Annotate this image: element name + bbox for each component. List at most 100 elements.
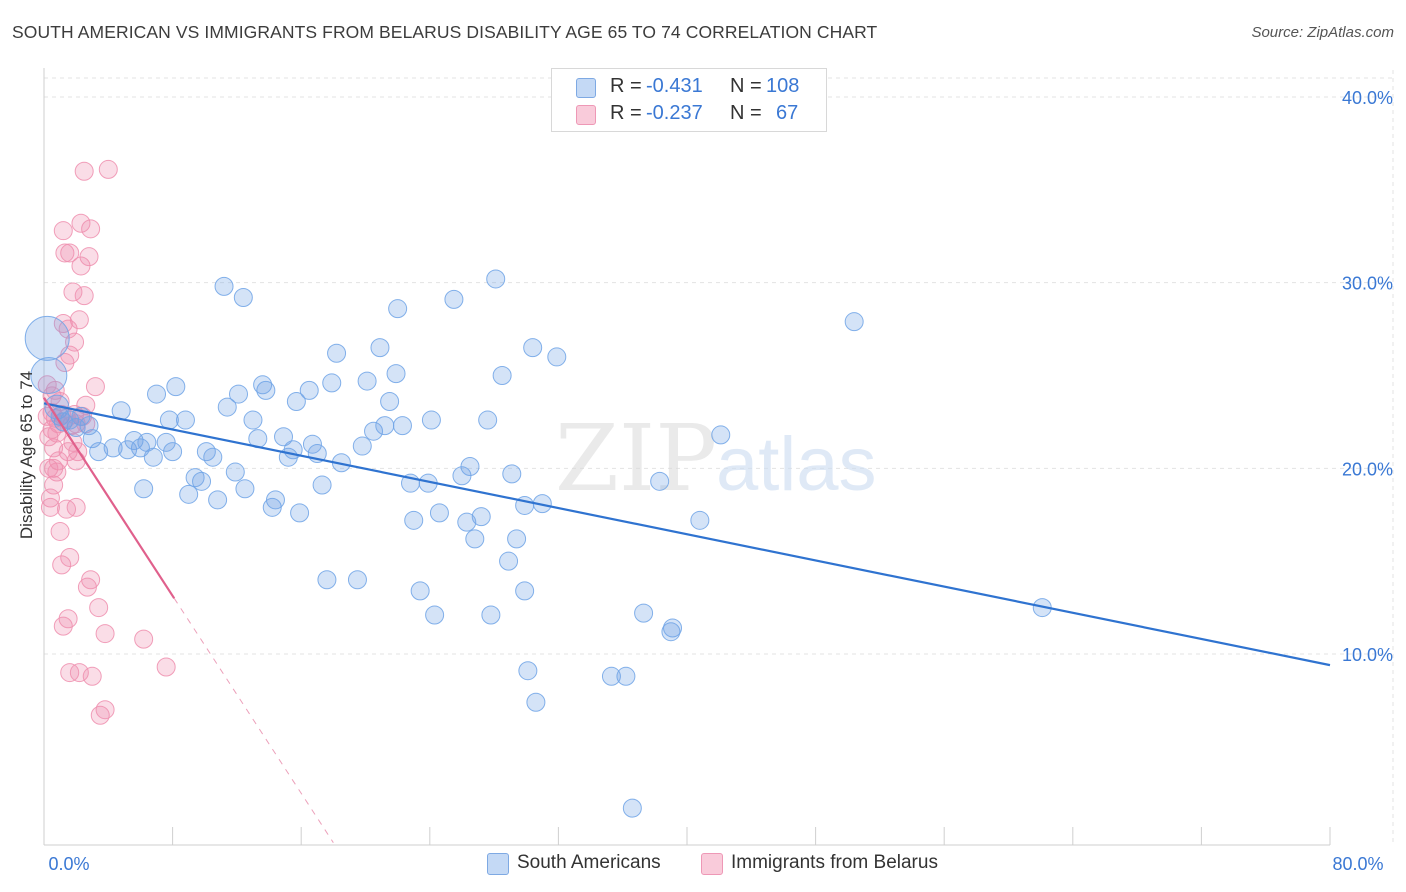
data-point-south-americans (404, 510, 424, 530)
axes (43, 68, 1331, 846)
data-point-south-americans (421, 410, 441, 430)
data-point-belarus (71, 213, 91, 233)
data-point-south-americans (214, 276, 234, 296)
trendline-belarus-extension (173, 598, 334, 843)
data-point-belarus (69, 310, 89, 330)
data-point-south-americans (375, 416, 395, 436)
legend-n-value: 108 (766, 75, 800, 97)
data-point-south-americans (481, 605, 501, 625)
data-point-south-americans (243, 410, 263, 430)
data-point-belarus (98, 159, 118, 179)
data-point-south-americans (327, 343, 347, 363)
bottom-legend-south-americans: South Americans (487, 851, 677, 877)
data-point-south-americans (317, 570, 337, 590)
data-point-south-americans (650, 471, 670, 491)
y-tick-label: 10.0% (1342, 645, 1393, 665)
data-point-belarus (55, 243, 75, 263)
data-point-south-americans (507, 529, 527, 549)
data-point-south-americans (478, 410, 498, 430)
data-point-south-americans (89, 442, 109, 462)
y-tick-label: 20.0% (1342, 459, 1393, 479)
data-point-south-americans (156, 432, 176, 452)
data-point-south-americans (24, 315, 70, 361)
data-point-south-americans (229, 384, 249, 404)
trend-lines (43, 397, 1331, 843)
data-point-belarus (81, 570, 101, 590)
data-point-south-americans (499, 551, 519, 571)
legend-n-value: 67 (776, 102, 799, 124)
data-point-belarus (134, 629, 154, 649)
data-point-south-americans (601, 666, 621, 686)
trendline-belarus (43, 397, 176, 599)
data-point-south-americans (299, 380, 319, 400)
data-point-belarus (60, 547, 80, 567)
data-point-belarus (95, 700, 115, 720)
data-point-south-americans (225, 462, 245, 482)
legend-n-label: N = (730, 75, 762, 97)
data-point-belarus (52, 555, 72, 575)
data-point-south-americans (274, 427, 294, 447)
data-point-south-americans (386, 364, 406, 384)
correlation-legend: R = -0.431 N = 108 R = -0.237 N = 67 (551, 68, 827, 132)
data-point-belarus (63, 282, 83, 302)
data-point-south-americans (302, 434, 322, 454)
data-point-belarus (85, 377, 105, 397)
data-point-south-americans (163, 442, 183, 462)
legend-r-value: -0.237 (646, 102, 703, 124)
data-point-south-americans (147, 384, 167, 404)
y-tick-label: 40.0% (1342, 88, 1393, 108)
data-point-belarus (58, 609, 78, 629)
data-point-south-americans (492, 366, 512, 385)
data-point-south-americans (663, 618, 683, 638)
data-point-south-americans (460, 456, 480, 476)
bottom-legend-swatch-pink (701, 853, 723, 875)
data-point-south-americans (253, 375, 273, 395)
data-point-south-americans (235, 479, 255, 499)
data-point-belarus (40, 497, 60, 517)
data-point-south-americans (357, 371, 377, 391)
data-point-south-americans (690, 510, 710, 530)
data-point-belarus (81, 219, 101, 239)
data-point-south-americans (159, 410, 179, 430)
data-point-south-americans (179, 484, 199, 504)
data-point-south-americans (364, 421, 384, 441)
data-point-belarus (95, 624, 115, 644)
data-point-south-americans (233, 288, 253, 308)
data-point-belarus (79, 247, 99, 267)
data-point-south-americans (622, 798, 642, 818)
data-point-south-americans (547, 347, 567, 367)
data-point-belarus (74, 161, 94, 181)
series-south-americans-points (24, 269, 1052, 818)
bottom-legend-label: South Americans (517, 852, 661, 873)
data-point-belarus (50, 521, 70, 541)
watermark-zip: ZIP (555, 405, 717, 512)
data-point-south-americans (347, 570, 367, 590)
watermark-atlas: atlas (716, 422, 877, 507)
data-point-south-americans (312, 475, 332, 495)
bottom-legend-belarus: Immigrants from Belarus (701, 851, 961, 877)
data-point-south-americans (103, 438, 123, 458)
data-point-belarus (156, 657, 176, 677)
data-point-belarus (69, 663, 89, 683)
x-tick-label: 0.0% (48, 854, 89, 874)
data-point-belarus (60, 663, 80, 683)
data-point-south-americans (256, 380, 276, 400)
data-point-belarus (60, 243, 80, 263)
data-point-south-americans (634, 603, 654, 623)
data-point-south-americans (290, 503, 310, 523)
data-point-south-americans (192, 471, 212, 491)
data-point-belarus (89, 598, 109, 618)
trendline-south-americans (43, 402, 1331, 667)
legend-r-value: -0.431 (646, 75, 703, 97)
data-point-south-americans (388, 299, 408, 319)
data-point-south-americans (166, 377, 186, 397)
data-point-south-americans (380, 391, 400, 411)
bottom-legend-swatch-blue (487, 853, 509, 875)
chart-title: SOUTH AMERICAN VS IMMIGRANTS FROM BELARU… (12, 22, 878, 42)
data-point-south-americans (322, 373, 342, 393)
data-point-belarus (74, 286, 94, 306)
legend-row-belarus: R = -0.237 N = 67 (576, 102, 816, 126)
data-point-south-americans (410, 581, 430, 601)
legend-swatch-blue (576, 78, 596, 98)
data-point-south-americans (185, 468, 205, 488)
